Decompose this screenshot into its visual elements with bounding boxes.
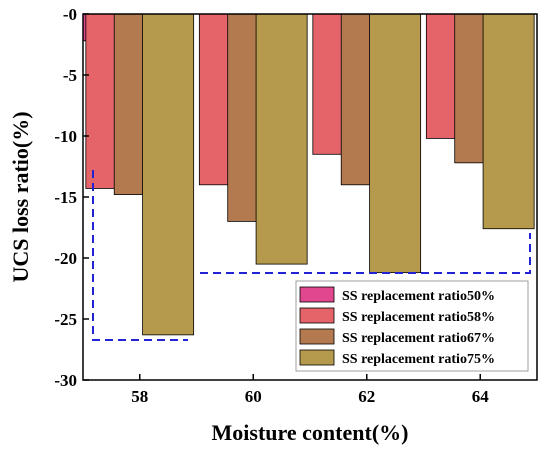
legend-swatch [299, 349, 335, 366]
x-axis-title: Moisture content(%) [212, 420, 409, 445]
bar [482, 13, 535, 230]
legend-label: SS replacement ratio50% [342, 289, 495, 304]
y-tick-label: -15 [54, 188, 77, 207]
x-tick-label: 64 [472, 387, 490, 406]
dashed-outline-left [92, 170, 188, 341]
x-tick-label: 62 [358, 387, 375, 406]
y-tick-label: -20 [54, 249, 77, 268]
y-tick-label: -5 [63, 66, 77, 85]
y-tick-label: -30 [54, 371, 77, 390]
bars-layer [82, 13, 535, 336]
dashed-outline-right [200, 233, 531, 274]
legend-swatch [299, 307, 335, 324]
y-tick-label: -0 [63, 5, 77, 24]
bar [369, 13, 422, 274]
dashed-outline-layer [92, 170, 531, 341]
legend: SS replacement ratio50% SS replacement ra… [295, 280, 529, 372]
legend-box [295, 280, 529, 372]
bar [142, 13, 195, 336]
legend-swatch [299, 286, 335, 303]
bar [255, 13, 308, 265]
y-axis-title: UCS loss ratio(%) [8, 111, 33, 282]
x-tick-label: 60 [245, 387, 262, 406]
legend-label: SS replacement ratio67% [342, 331, 495, 346]
legend-label: SS replacement ratio58% [342, 310, 495, 325]
legend-label: SS replacement ratio75% [342, 352, 495, 367]
y-tick-label: -25 [54, 310, 77, 329]
x-tick-label: 58 [131, 387, 148, 406]
ticks-layer: -0 -5 -10 -15 -20 -25 -30 58 60 62 64 [54, 5, 489, 406]
y-tick-label: -10 [54, 127, 77, 146]
legend-swatch [299, 328, 335, 345]
